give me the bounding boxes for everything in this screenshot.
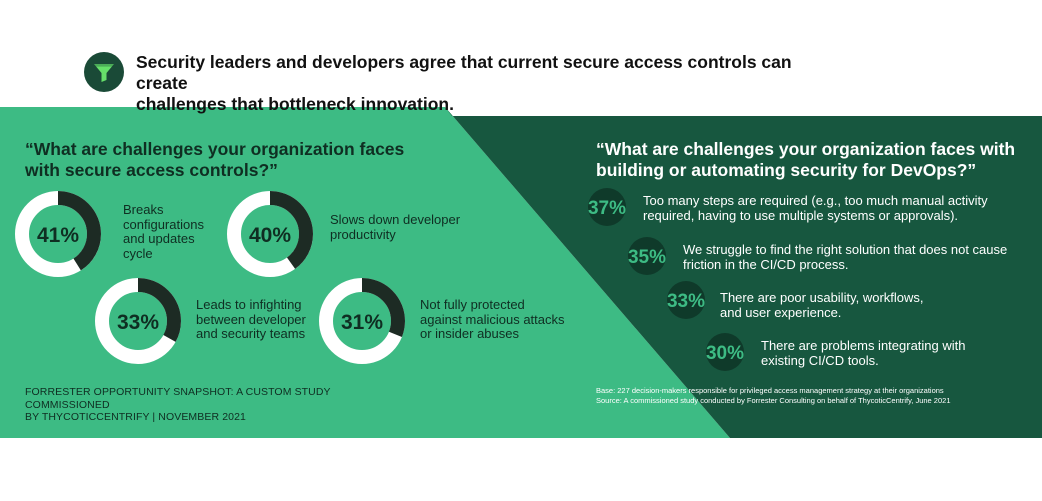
devops-statement-line: There are problems integrating with (761, 338, 966, 353)
donut-slice (15, 191, 101, 277)
donut-value-label: 41% (37, 224, 79, 247)
donut-slice (227, 191, 313, 277)
devops-statement: We struggle to find the right solution t… (683, 242, 1007, 272)
base-note: Base: 227 decision-makers responsible fo… (596, 386, 944, 395)
donut-4: 31% (319, 278, 405, 364)
percent-badge (706, 333, 744, 371)
headline: Security leaders and developers agree th… (136, 52, 836, 115)
devops-statement-line: and user experience. (720, 305, 842, 320)
devops-statement-line: required, having to use multiple systems… (643, 208, 959, 223)
devops-stat-2: 35% (628, 237, 666, 275)
left-question: “What are challenges your organization f… (25, 139, 425, 181)
left-question-line-2: with secure access controls?” (25, 160, 278, 180)
percent-badge (628, 237, 666, 275)
donut-description-line: Leads to infighting (196, 297, 302, 312)
percent-value: 33% (667, 291, 705, 312)
donut-1: 41% (15, 191, 101, 277)
headline-line-1: Security leaders and developers agree th… (136, 52, 792, 93)
devops-statement-line: Too many steps are required (e.g., too m… (643, 193, 988, 208)
donut-description: Not fully protected against malicious att… (420, 297, 565, 342)
donut-description: Slows down developer productivity (330, 212, 461, 242)
percent-badge-group: 37% 35% 33% 30% (588, 188, 744, 371)
donut-description-line: configurations (123, 216, 204, 232)
donut-value-label: 31% (341, 311, 383, 334)
donut-description-line: and updates (123, 231, 195, 246)
right-footnote: Base: 227 decision-makers responsible fo… (596, 386, 1016, 405)
donut-description-line: between developer (196, 311, 306, 327)
donut-description-line: Not fully protected (420, 297, 525, 312)
donut-value-label: 40% (249, 224, 291, 247)
devops-stat-4: 30% (706, 333, 744, 371)
devops-stat-1: 37% (588, 188, 626, 226)
donut-description-line: productivity (330, 226, 396, 242)
donut-3: 33% (95, 278, 181, 364)
percent-value: 35% (628, 247, 666, 268)
donut-slice (319, 278, 405, 364)
devops-statement: There are problems integrating with exist… (761, 338, 966, 368)
right-panel-background (445, 107, 1042, 438)
donut-chart-group: 41% 40% 33% 31% (15, 191, 405, 364)
right-question-line-2: building or automating security for DevO… (596, 160, 977, 180)
donut-description: Leads to infighting between developer and … (196, 297, 306, 342)
percent-value: 37% (588, 198, 626, 219)
percent-badge (588, 188, 626, 226)
devops-statement: Too many steps are required (e.g., too m… (643, 193, 988, 223)
donut-description-line: Slows down developer (330, 212, 461, 227)
donut-description: Breaks configurations and updates cycle (123, 202, 204, 261)
devops-statement-line: friction in the CI/CD process. (683, 257, 849, 272)
right-question: “What are challenges your organization f… (596, 139, 1016, 181)
devops-statement-line: existing CI/CD tools. (761, 353, 879, 368)
left-question-line-1: “What are challenges your organization f… (25, 139, 405, 159)
donut-description-line: or insider abuses (420, 326, 519, 341)
devops-stat-3: 33% (667, 281, 705, 319)
left-footnote-line-2: BY THYCOTICCENTRIFY | NOVEMBER 2021 (25, 411, 246, 423)
left-footnote: FORRESTER OPPORTUNITY SNAPSHOT: A CUSTOM… (25, 386, 405, 424)
devops-statement-line: We struggle to find the right solution t… (683, 242, 1008, 257)
headline-line-2: challenges that bottleneck innovation. (136, 94, 454, 114)
devops-statement: There are poor usability, workflows, and … (720, 290, 924, 320)
left-footnote-line-1: FORRESTER OPPORTUNITY SNAPSHOT: A CUSTOM… (25, 386, 331, 411)
left-panel-background (0, 107, 730, 438)
funnel-badge (84, 52, 124, 92)
right-question-line-1: “What are challenges your organization f… (596, 139, 1016, 159)
donut-description-line: Breaks (123, 202, 164, 217)
percent-badge (667, 281, 705, 319)
source-note: Source: A commissioned study conducted b… (596, 395, 951, 405)
donut-description-line: and security teams (196, 326, 306, 341)
donut-value-label: 33% (117, 311, 159, 334)
donut-slice (95, 278, 181, 364)
donut-2: 40% (227, 191, 313, 277)
donut-description-line: against malicious attacks (420, 311, 565, 327)
devops-statement-line: There are poor usability, workflows, (720, 290, 924, 305)
funnel-icon (84, 52, 124, 92)
donut-description-line: cycle (123, 245, 153, 261)
percent-value: 30% (706, 343, 744, 364)
